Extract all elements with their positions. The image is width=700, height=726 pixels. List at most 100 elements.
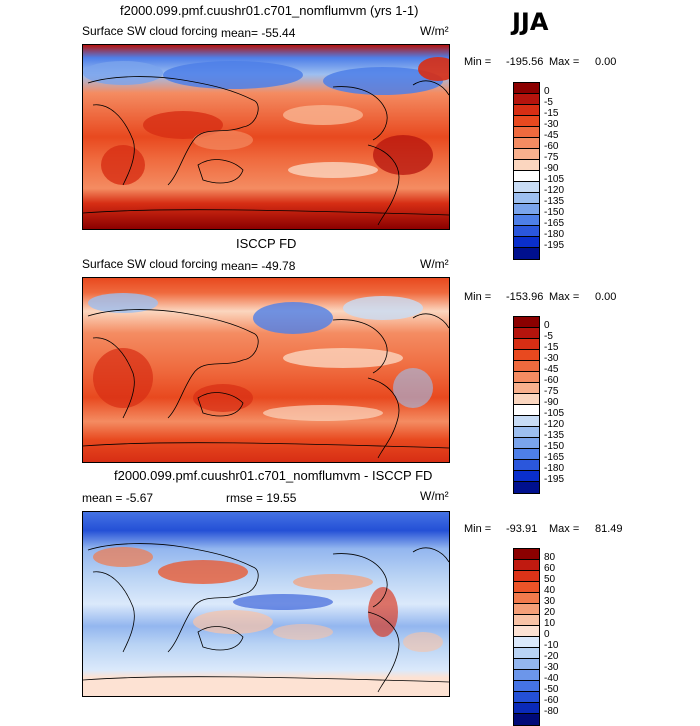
colorbar-swatch (514, 593, 539, 604)
colorbar-tick-label: -150 (544, 441, 565, 452)
colorbar-tick-label: -30 (544, 353, 559, 364)
colorbar-swatch (514, 703, 539, 714)
colorbar-swatch (514, 681, 539, 692)
panel-1-variable: Surface SW cloud forcing (82, 24, 218, 38)
colorbar-swatch (514, 394, 539, 405)
panel-1-mean: mean= -55.44 (221, 26, 296, 40)
colorbar-swatch (514, 482, 539, 493)
colorbar-tick-label: -75 (544, 386, 559, 397)
panel-2-mean: mean= -49.78 (221, 259, 296, 273)
colorbar-tick-label: -120 (544, 419, 565, 430)
panel-1-title: f2000.099.pmf.cuushr01.c701_nomflumvm (y… (120, 3, 419, 18)
colorbar-tick-label: 10 (544, 618, 556, 629)
colorbar-swatch (514, 160, 539, 171)
colorbar-swatch (514, 105, 539, 116)
colorbar-tick-label: -165 (544, 452, 565, 463)
colorbar-swatch (514, 659, 539, 670)
colorbar-tick-label: 50 (544, 574, 556, 585)
colorbar-tick-label: -80 (544, 706, 559, 717)
colorbar-tick-label: 0 (544, 86, 550, 97)
colorbar-tick-label: -135 (544, 196, 565, 207)
colorbar-swatch (514, 648, 539, 659)
colorbar-tick-label: -40 (544, 673, 559, 684)
colorbar-swatch (514, 626, 539, 637)
colorbar-tick-label: -90 (544, 163, 559, 174)
colorbar-tick-label: 0 (544, 320, 550, 331)
colorbar-swatch (514, 604, 539, 615)
colorbar-tick-label: -60 (544, 695, 559, 706)
colorbar-tick-label: -30 (544, 119, 559, 130)
colorbar-swatch (514, 361, 539, 372)
colorbar-swatch (514, 350, 539, 361)
panel-1-map (82, 44, 450, 230)
colorbar-tick-label: 20 (544, 607, 556, 618)
panel-3-min-value: -93.91 (506, 523, 538, 535)
colorbar-swatch (514, 637, 539, 648)
colorbar-swatch (514, 116, 539, 127)
colorbar-swatch (514, 460, 539, 471)
panel-3-mean: mean = -5.67 (82, 491, 154, 505)
colorbar-tick-label: -15 (544, 342, 559, 353)
colorbar-tick-label: -195 (544, 474, 565, 485)
colorbar-tick-label: -150 (544, 207, 565, 218)
panel-2-max-label: Max = (549, 291, 580, 303)
colorbar-swatch (514, 317, 539, 328)
panel-1-max-value: 0.00 (595, 56, 617, 68)
panel-3-map-field (83, 512, 449, 696)
panel-1-units: W/m² (420, 24, 449, 38)
colorbar-tick-label: -5 (544, 97, 553, 108)
colorbar-swatch (514, 138, 539, 149)
panel-3-max-value: 81.49 (595, 523, 623, 535)
colorbar-swatch (514, 438, 539, 449)
panel-1-map-field (83, 45, 449, 229)
panel-2-map-field (83, 278, 449, 462)
colorbar-tick-label: -180 (544, 463, 565, 474)
colorbar-tick-label: -15 (544, 108, 559, 119)
colorbar-swatch (514, 83, 539, 94)
panel-2-min-value: -153.96 (506, 291, 544, 303)
panel-2-map (82, 277, 450, 463)
panel-1-min-label: Min = (464, 56, 492, 68)
colorbar-swatch (514, 127, 539, 138)
colorbar-swatch (514, 372, 539, 383)
colorbar-tick-label: -90 (544, 397, 559, 408)
colorbar-swatch (514, 383, 539, 394)
colorbar-swatch (514, 427, 539, 438)
panel-2-max-value: 0.00 (595, 291, 617, 303)
colorbar-tick-label: 60 (544, 563, 556, 574)
colorbar-tick-label: -20 (544, 651, 559, 662)
colorbar-swatch (514, 215, 539, 226)
panel-3-rmse: rmse = 19.55 (226, 491, 297, 505)
colorbar-swatch (514, 405, 539, 416)
colorbar-tick-label: -120 (544, 185, 565, 196)
colorbar-swatch (514, 416, 539, 427)
colorbar-swatch (514, 449, 539, 460)
colorbar-swatch (514, 149, 539, 160)
colorbar-swatch (514, 560, 539, 571)
colorbar-swatch (514, 615, 539, 626)
colorbar-tick-label: 40 (544, 585, 556, 596)
colorbar-swatch (514, 248, 539, 259)
colorbar-swatch (514, 549, 539, 560)
colorbar-swatch (514, 182, 539, 193)
colorbar-tick-label: 0 (544, 629, 550, 640)
panel-2-units: W/m² (420, 257, 449, 271)
colorbar-swatch (514, 94, 539, 105)
colorbar-tick-label: -30 (544, 662, 559, 673)
colorbar-tick-label: -165 (544, 218, 565, 229)
colorbar-tick-label: -135 (544, 430, 565, 441)
colorbar-swatch (514, 714, 539, 725)
panel-3-colorbar (513, 548, 540, 726)
colorbar-swatch (514, 670, 539, 681)
panel-3-title: f2000.099.pmf.cuushr01.c701_nomflumvm - … (114, 468, 433, 483)
panel-2-colorbar (513, 316, 540, 494)
colorbar-tick-label: -105 (544, 408, 565, 419)
colorbar-tick-label: 30 (544, 596, 556, 607)
colorbar-tick-label: -195 (544, 240, 565, 251)
season-label: JJA (512, 8, 549, 36)
colorbar-swatch (514, 471, 539, 482)
colorbar-swatch (514, 582, 539, 593)
colorbar-tick-label: -10 (544, 640, 559, 651)
panel-1-max-label: Max = (549, 56, 580, 68)
colorbar-swatch (514, 328, 539, 339)
